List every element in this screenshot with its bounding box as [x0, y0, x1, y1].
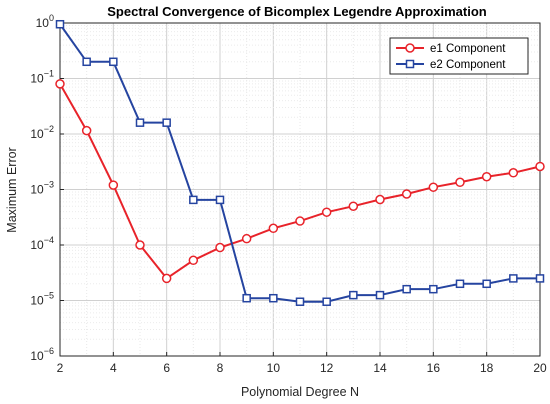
data-point	[55, 19, 65, 29]
chart-title: Spectral Convergence of Bicomplex Legend…	[107, 4, 487, 19]
data-point	[455, 279, 465, 289]
series-group	[55, 19, 545, 306]
x-tick-label: 8	[217, 361, 224, 375]
data-point	[108, 180, 119, 190]
y-tick-label: 10−5	[30, 291, 54, 308]
x-tick-label: 14	[373, 361, 387, 375]
y-axis-label: Maximum Error	[5, 147, 19, 232]
x-axis-label: Polynomial Degree N	[241, 385, 359, 399]
data-point	[429, 284, 438, 294]
legend-marker	[405, 59, 415, 69]
x-tick-label: 10	[267, 361, 281, 375]
data-point	[428, 182, 439, 192]
data-point	[322, 297, 331, 306]
data-point	[482, 279, 491, 289]
y-tick-label: 100	[36, 13, 54, 30]
data-point	[535, 274, 545, 283]
y-tick-label: 10−3	[30, 180, 54, 197]
x-tick-label: 16	[427, 361, 441, 375]
data-point	[135, 240, 145, 250]
series-2	[55, 19, 545, 306]
x-tick-label: 2	[57, 361, 64, 375]
series-1	[55, 79, 545, 284]
data-point	[135, 118, 145, 127]
x-tick-label: 12	[320, 361, 334, 375]
data-point	[402, 284, 411, 294]
data-point	[215, 195, 225, 205]
data-point	[321, 207, 332, 217]
data-point	[455, 177, 465, 188]
data-point	[82, 57, 91, 67]
legend-label: e1 Component	[430, 43, 506, 55]
data-point	[348, 201, 359, 211]
legend-label: e2 Component	[430, 59, 506, 71]
data-point	[162, 118, 171, 127]
data-point	[375, 290, 385, 300]
x-tick-label: 18	[480, 361, 494, 375]
x-tick-label: 20	[533, 361, 547, 375]
data-point	[188, 255, 199, 266]
data-point	[161, 273, 172, 284]
legend-marker	[405, 43, 415, 53]
data-point	[508, 168, 519, 178]
data-point	[55, 79, 65, 89]
data-point	[269, 293, 278, 303]
data-point	[509, 274, 518, 283]
data-point	[109, 57, 118, 67]
y-tick-label: 10−6	[30, 346, 54, 363]
y-tick-label: 10−2	[30, 124, 54, 141]
data-point	[215, 242, 225, 253]
x-tick-label: 6	[163, 361, 170, 375]
data-point	[81, 125, 92, 136]
data-point	[295, 297, 305, 306]
y-tick-label: 10−4	[30, 235, 54, 252]
data-point	[481, 171, 492, 182]
data-point	[401, 189, 412, 199]
data-point	[535, 161, 545, 172]
y-tick-label: 10−1	[30, 69, 54, 86]
data-point	[375, 194, 385, 205]
legend: e1 Component e2 Component	[389, 37, 529, 75]
data-point	[242, 293, 251, 303]
data-point	[268, 223, 279, 234]
data-point	[241, 233, 252, 244]
x-tick-label: 4	[110, 361, 117, 375]
data-point	[349, 290, 358, 300]
data-point	[189, 195, 198, 205]
axis-ticks: 2 4 6 8 10 12 14 16 18 20 10−6 10−5 10−4 10−3 10−2 10−1…	[30, 13, 547, 375]
data-point	[295, 216, 305, 226]
